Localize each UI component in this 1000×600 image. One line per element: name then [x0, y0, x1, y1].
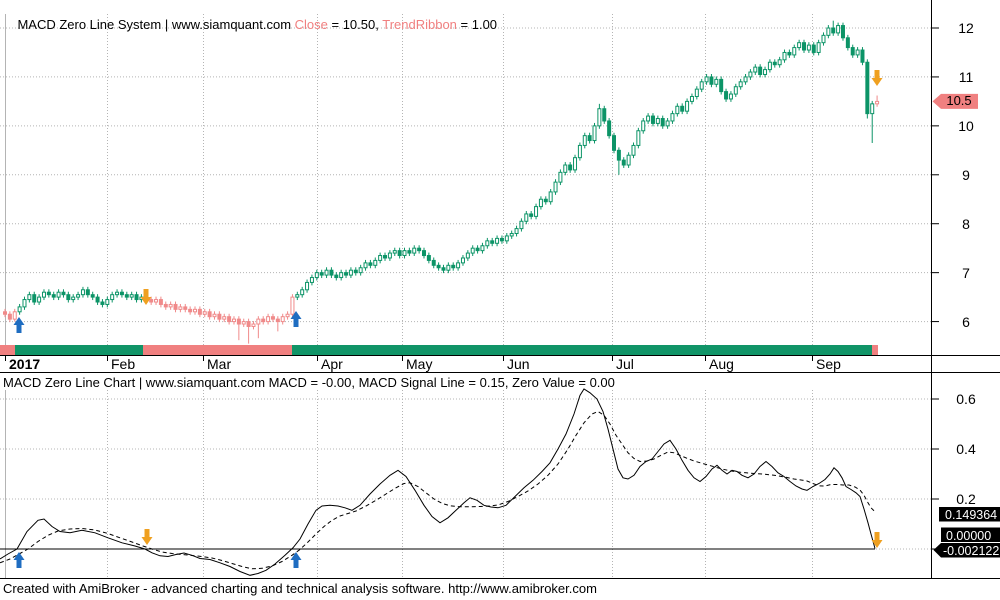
price-axis-label: 10: [958, 117, 974, 134]
sell-arrow-icon: [140, 289, 152, 305]
price-axis-label: 9: [962, 166, 970, 183]
price-axis-label: 7: [962, 264, 970, 281]
macd-axis[interactable]: [931, 372, 1000, 578]
buy-arrow-icon: [290, 311, 302, 327]
zero-value-tag: 0.00000: [946, 528, 992, 543]
macd-axis-label: 0.2: [956, 491, 976, 507]
macd-value-tag: -0.002122: [943, 543, 1000, 558]
macd-axis-label: 0.6: [956, 391, 976, 407]
time-axis[interactable]: [0, 356, 931, 372]
sell-arrow-icon: [141, 529, 153, 545]
month-label: Feb: [111, 356, 136, 372]
price-pane-title: MACD Zero Line System | www.siamquant.co…: [3, 2, 497, 47]
sell-arrow-icon: [871, 70, 883, 86]
month-label: Apr: [321, 356, 343, 372]
price-axis-label: 11: [958, 68, 974, 85]
buy-arrow-icon: [13, 552, 25, 568]
sell-arrow-icon: [871, 532, 883, 548]
last-price-tag: 10.5: [946, 93, 972, 109]
buy-arrow-icon: [290, 552, 302, 568]
price-axis-label: 6: [962, 313, 970, 330]
close-label: Close: [294, 17, 328, 32]
price-pane-title-prefix: MACD Zero Line System | www.siamquant.co…: [17, 17, 295, 32]
month-label: Aug: [709, 356, 734, 372]
trendribbon-label: TrendRibbon: [382, 17, 457, 32]
price-axis[interactable]: [931, 0, 1000, 355]
price-axis-label: 8: [962, 215, 970, 232]
price-axis-label: 12: [958, 20, 974, 36]
time-axis-year-label: 2017: [9, 356, 41, 372]
trendribbon-value: = 1.00: [456, 17, 498, 32]
month-label: Mar: [207, 356, 232, 372]
month-label: May: [406, 356, 433, 372]
signal-value-tag: 0.149364: [945, 508, 998, 522]
month-label: Sep: [816, 356, 841, 372]
macd-pane-title: MACD Zero Line Chart | www.siamquant.com…: [3, 375, 615, 390]
month-label: Jul: [616, 356, 634, 372]
macd-axis-label: 0.4: [956, 441, 976, 457]
buy-arrow-icon: [13, 317, 25, 333]
month-label: Jun: [507, 356, 530, 372]
close-value: = 10.50,: [327, 17, 383, 32]
amibroker-credit: Created with AmiBroker - advanced charti…: [3, 581, 597, 596]
